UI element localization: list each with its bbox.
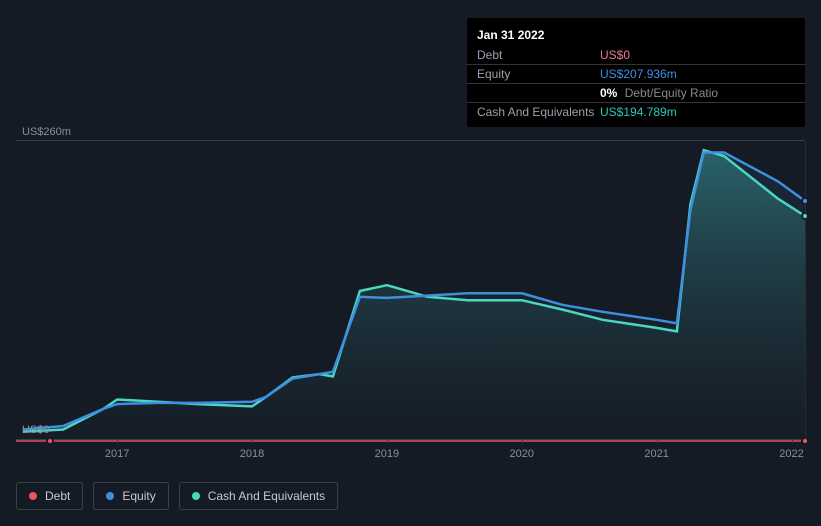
tooltip-row-equity: Equity US$207.936m [467,65,805,84]
tooltip-value: US$194.789m [600,105,677,119]
tooltip-row-ratio: 0% Debt/Equity Ratio [467,84,805,103]
series-end-marker [801,197,809,205]
legend-label: Cash And Equivalents [208,489,325,503]
x-tick-label: 2017 [105,448,129,460]
ratio-value: 0% [600,86,617,100]
circle-icon [29,492,37,500]
x-tick-label: 2022 [779,448,803,460]
circle-icon [192,492,200,500]
tooltip-label [477,86,600,100]
tooltip-label: Equity [477,67,600,81]
tooltip-value: US$0 [600,48,630,62]
x-tick-label: 2021 [644,448,668,460]
tooltip-date: Jan 31 2022 [467,24,805,46]
legend-label: Equity [122,489,155,503]
y-axis-max-label: US$260m [22,126,71,138]
tooltip-label: Debt [477,48,600,62]
legend-item-equity[interactable]: Equity [93,482,168,510]
tooltip-row-debt: Debt US$0 [467,46,805,65]
x-tick-label: 2020 [510,448,534,460]
tooltip-value: US$207.936m [600,67,677,81]
tooltip-label: Cash And Equivalents [477,105,600,119]
chart-legend: Debt Equity Cash And Equivalents [16,482,338,510]
legend-item-cash[interactable]: Cash And Equivalents [179,482,338,510]
y-axis-min-label: US$0 [22,424,50,436]
hover-tooltip: Jan 31 2022 Debt US$0 Equity US$207.936m… [467,18,805,127]
chart-plot[interactable] [16,140,805,440]
series-end-marker [46,437,54,445]
x-axis: 2017 2018 2019 2020 2021 2022 [16,448,805,464]
legend-item-debt[interactable]: Debt [16,482,83,510]
x-tick-label: 2019 [375,448,399,460]
ratio-text: Debt/Equity Ratio [625,86,718,100]
legend-label: Debt [45,489,70,503]
series-end-marker [801,212,809,220]
tooltip-row-cash: Cash And Equivalents US$194.789m [467,103,805,121]
circle-icon [106,492,114,500]
chart-area[interactable]: US$260m US$0 [16,140,805,440]
series-end-marker [801,437,809,445]
x-tick-label: 2018 [240,448,264,460]
